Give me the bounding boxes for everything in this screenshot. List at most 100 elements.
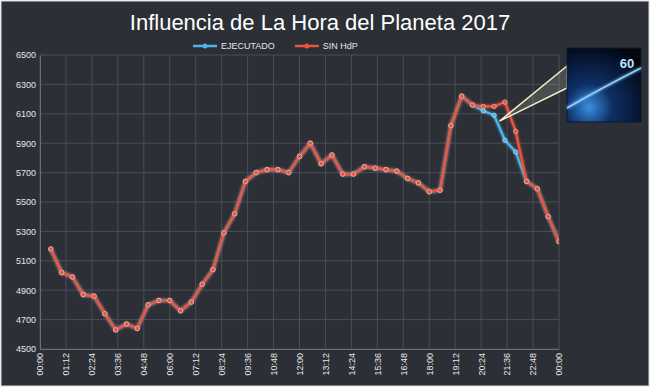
marker [427, 189, 432, 194]
marker [373, 166, 378, 171]
tick-label: 19:12 [451, 353, 461, 376]
tick-label: 5100 [16, 256, 36, 266]
tick: 10:48 [269, 349, 279, 376]
grid-line [273, 55, 274, 349]
annotation-text: 60 [620, 56, 634, 71]
marker [113, 328, 118, 333]
tick: 01:12 [61, 349, 71, 376]
tick: 6100 [16, 109, 40, 119]
tick: 5900 [16, 139, 40, 149]
marker [276, 167, 281, 172]
tick-label: 5300 [16, 227, 36, 237]
marker [200, 282, 205, 287]
tick-label: 5500 [16, 197, 36, 207]
marker [222, 231, 227, 236]
grid-line [91, 55, 92, 349]
marker [254, 170, 259, 175]
grid-line [403, 55, 404, 349]
marker [124, 322, 129, 327]
tick: 5500 [16, 197, 40, 207]
tick-label: 10:48 [269, 353, 279, 376]
tick-label: 00:00 [554, 353, 564, 376]
tick: 6300 [16, 80, 40, 90]
marker [427, 189, 432, 194]
annotation-box [567, 48, 641, 122]
series [49, 94, 559, 332]
marker [243, 179, 248, 184]
tick: 00:00 [35, 349, 45, 376]
marker [438, 188, 443, 193]
legend-item: SIN HdP [295, 41, 358, 51]
marker [254, 170, 259, 175]
marker [167, 298, 172, 303]
tick-label: 14:24 [347, 353, 357, 376]
grid-line [247, 55, 248, 349]
tick: 06:00 [165, 349, 175, 376]
tick: 02:24 [87, 349, 97, 376]
tick: 12:00 [295, 349, 305, 376]
marker [189, 300, 194, 305]
marker [395, 169, 400, 174]
marker [308, 141, 313, 146]
x-axis: 00:0001:1202:2403:3604:4806:0007:1208:24… [35, 349, 564, 376]
line [51, 96, 559, 330]
tick-label: 6500 [16, 50, 36, 60]
marker [92, 294, 97, 299]
marker [395, 169, 400, 174]
tick-label: 6300 [16, 80, 36, 90]
grid-line [325, 55, 326, 349]
tick-label: 02:24 [87, 353, 97, 376]
marker [232, 211, 237, 216]
marker [124, 322, 129, 327]
axis-line [40, 56, 41, 350]
tick-label: 5900 [16, 139, 36, 149]
marker [546, 214, 551, 219]
marker [535, 186, 540, 191]
marker [438, 188, 443, 193]
marker [513, 150, 518, 155]
tick: 6500 [16, 50, 40, 60]
marker [524, 179, 529, 184]
marker [211, 267, 216, 272]
marker [81, 292, 86, 297]
marker [340, 172, 345, 177]
grid-line [351, 55, 352, 349]
marker [557, 239, 559, 244]
marker [481, 104, 486, 109]
marker [470, 103, 475, 108]
marker [524, 179, 529, 184]
grid-line [169, 55, 170, 349]
tick-label: 08:24 [217, 353, 227, 376]
legend-label: EJECUTADO [221, 41, 275, 51]
tick-label: 00:00 [35, 353, 45, 376]
marker [405, 176, 410, 181]
marker [286, 170, 291, 175]
marker [535, 186, 540, 191]
marker [265, 167, 270, 172]
marker [146, 303, 151, 308]
tick: 14:24 [347, 349, 357, 376]
tick-label: 4900 [16, 286, 36, 296]
plot-area [49, 94, 559, 332]
tick-label: 4500 [16, 344, 36, 354]
annotation-pointer [500, 66, 567, 121]
marker [70, 275, 75, 280]
tick-label: 20:24 [477, 353, 487, 376]
marker [211, 267, 216, 272]
marker [92, 294, 97, 299]
tick: 03:36 [113, 349, 123, 376]
marker [470, 103, 475, 108]
tick: 22:48 [528, 349, 538, 376]
tick-label: 21:36 [502, 353, 512, 376]
legend-label: SIN HdP [323, 41, 358, 51]
grid-line [429, 55, 430, 349]
tick-label: 5700 [16, 168, 36, 178]
marker [330, 153, 335, 158]
tick-label: 12:00 [295, 353, 305, 376]
tick-label: 15:36 [373, 353, 383, 376]
series [49, 94, 559, 332]
tick: 21:36 [502, 349, 512, 376]
marker [297, 154, 302, 159]
marker [481, 109, 486, 114]
annotation-decoration [567, 68, 641, 108]
